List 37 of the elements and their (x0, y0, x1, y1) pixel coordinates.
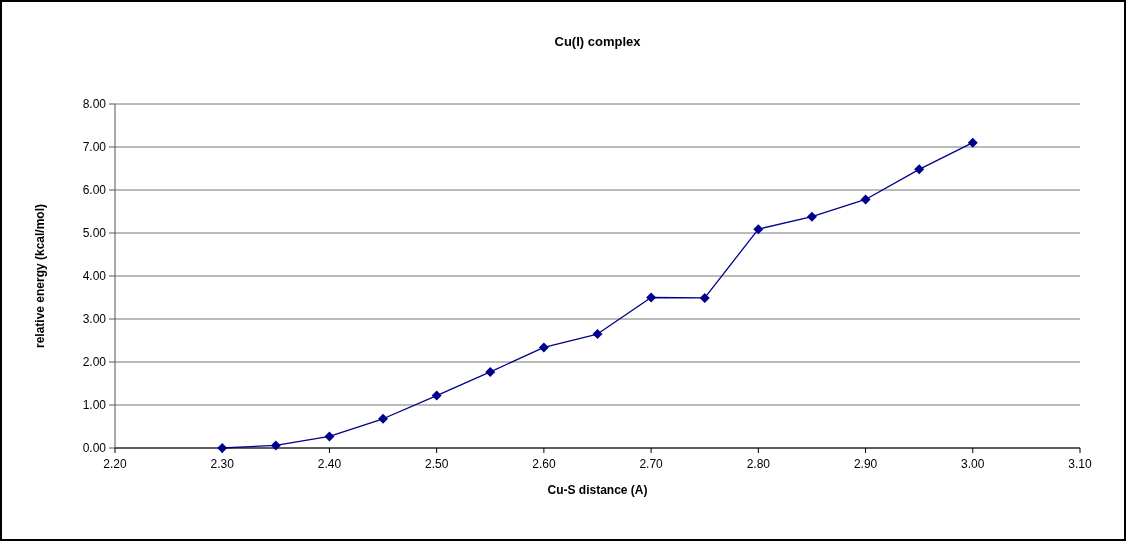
x-tick-label: 2.30 (210, 457, 235, 471)
point (699, 292, 710, 303)
x-tick-label: 2.60 (532, 457, 556, 471)
x-tick-label: 2.90 (853, 457, 878, 471)
y-tick-label: 5.00 (82, 226, 107, 241)
x-tick-label: 2.20 (103, 457, 127, 471)
point (485, 366, 496, 377)
point (592, 329, 603, 340)
y-tick-label: 3.00 (82, 312, 107, 327)
y-tick-label: 2.00 (82, 355, 107, 370)
x-tick-label: 2.50 (424, 457, 449, 471)
point (217, 443, 228, 453)
x-tick-label: 2.40 (317, 457, 342, 471)
y-tick-label: 6.00 (82, 183, 107, 198)
x-tick-label: 3.10 (1068, 457, 1092, 471)
point (378, 413, 389, 424)
y-tick-label: 1.00 (82, 398, 107, 413)
y-axis-title: relative energy (kcal/mol) (33, 203, 47, 349)
y-tick-label: 8.00 (82, 97, 107, 112)
chart-title: Cu(I) complex (554, 34, 642, 49)
y-tick-label: 0.00 (82, 441, 107, 456)
point (967, 137, 978, 148)
point (431, 390, 442, 401)
point (538, 342, 549, 353)
point (914, 164, 925, 175)
x-tick-label: 2.80 (746, 457, 771, 471)
y-tick-label: 4.00 (82, 269, 107, 284)
point (753, 224, 764, 235)
point (806, 211, 817, 222)
x-axis-title: Cu-S distance (A) (547, 483, 648, 497)
x-tick-label: 2.70 (639, 457, 664, 471)
y-tick-label: 7.00 (82, 140, 107, 155)
x-tick-label: 3.00 (961, 457, 985, 471)
point (646, 292, 657, 303)
point (860, 194, 871, 205)
point (324, 431, 335, 442)
point (270, 440, 281, 451)
